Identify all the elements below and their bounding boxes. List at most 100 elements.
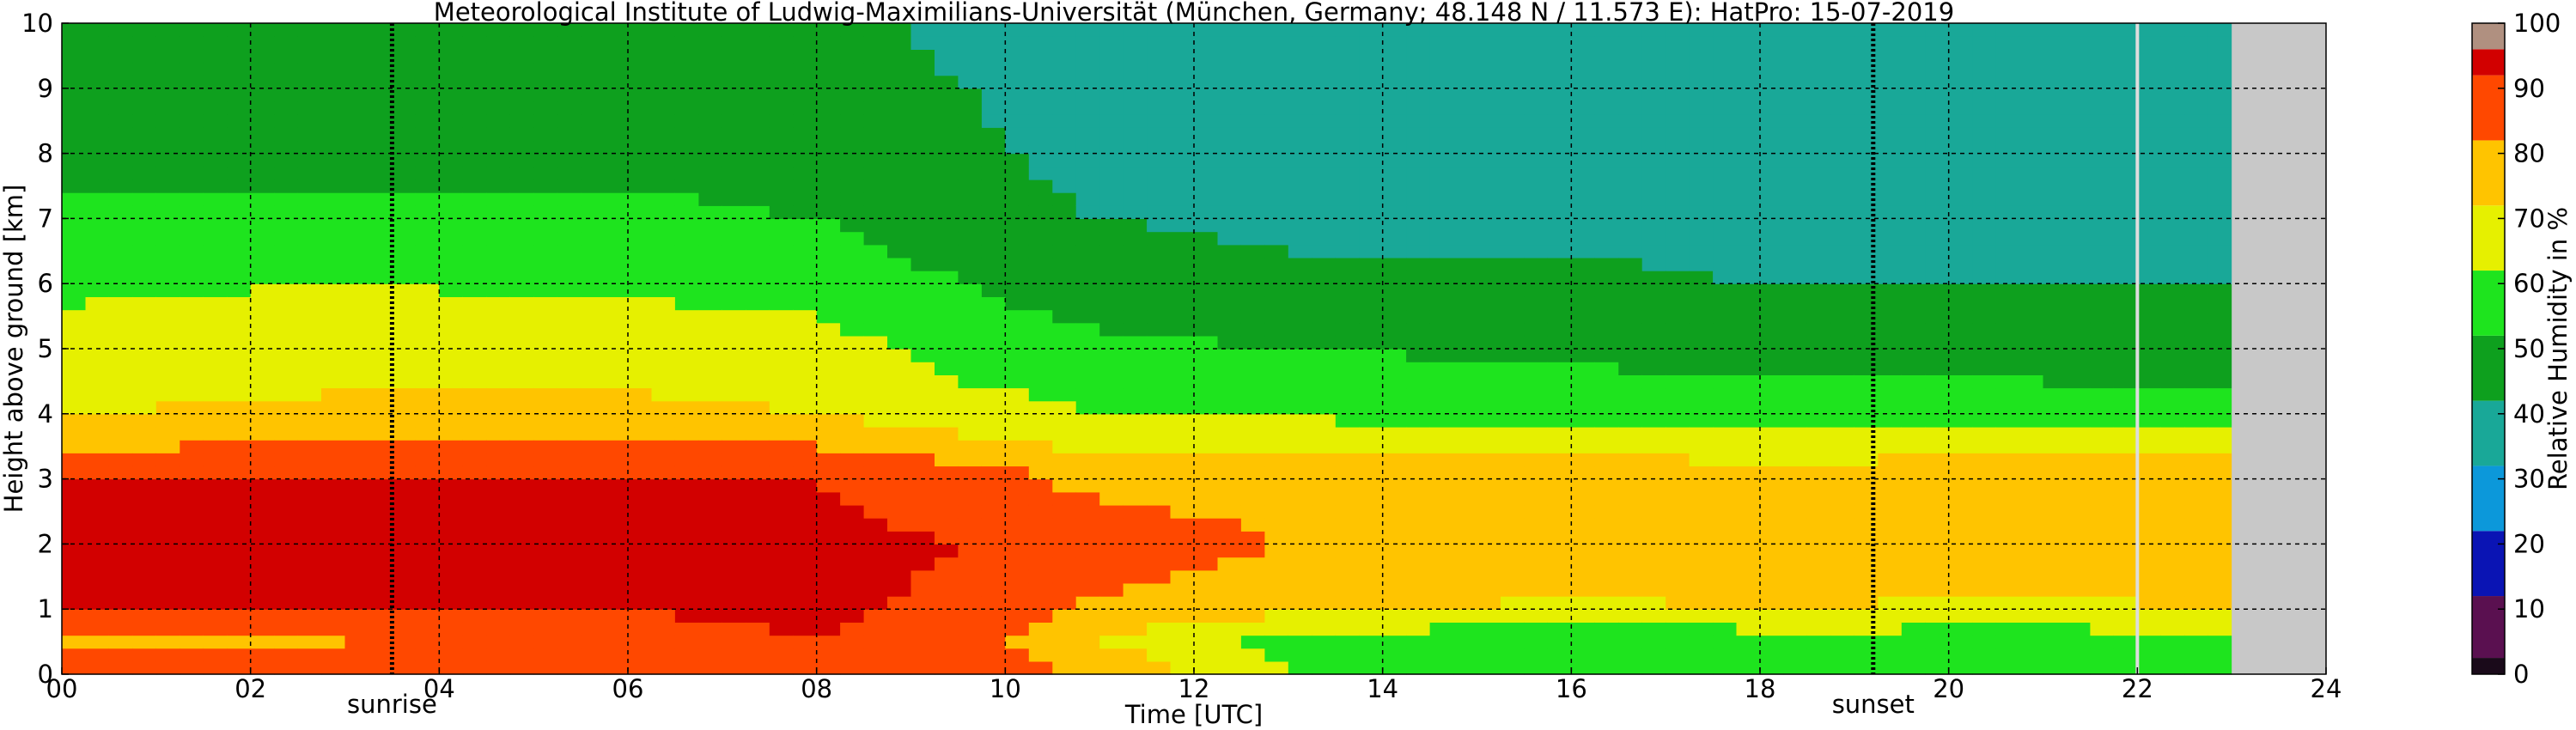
heatmap-cell [581, 582, 606, 597]
heatmap-cell [321, 609, 346, 623]
heatmap-cell [1217, 283, 1242, 297]
heatmap-cell [2067, 478, 2092, 493]
heatmap-cell [155, 271, 180, 284]
heatmap-cell [910, 491, 935, 506]
heatmap-cell [2113, 101, 2138, 115]
heatmap-cell [227, 205, 252, 219]
heatmap-cell [958, 362, 983, 375]
heatmap-cell [1571, 322, 1596, 337]
heatmap-cell [769, 101, 794, 115]
heatmap-cell [85, 440, 110, 453]
heatmap-cell [793, 271, 818, 284]
heatmap-cell [628, 62, 653, 76]
heatmap-cell [1028, 257, 1053, 271]
heatmap-cell [1571, 296, 1596, 311]
heatmap-cell [2113, 478, 2138, 493]
heatmap-cell [1878, 296, 1903, 311]
heatmap-cell [1878, 140, 1903, 155]
heatmap-cell [910, 192, 935, 206]
heatmap-cell [1666, 400, 1690, 415]
heatmap-cell [887, 271, 912, 284]
heatmap-cell [816, 88, 841, 102]
heatmap-cell [2160, 271, 2185, 284]
heatmap-cell [1972, 349, 1997, 362]
heatmap-cell [155, 400, 180, 415]
heatmap-cell [1264, 114, 1289, 128]
heatmap-cell [698, 609, 723, 623]
heatmap-cell [155, 153, 180, 167]
heatmap-cell [1689, 257, 1714, 271]
heatmap-cell [2043, 609, 2067, 623]
heatmap-cell [180, 218, 204, 233]
heatmap-cell [1194, 569, 1219, 584]
heatmap-cell [674, 36, 699, 50]
heatmap-cell [132, 296, 157, 311]
heatmap-cell [2160, 205, 2185, 219]
heatmap-cell [674, 153, 699, 167]
heatmap-cell [1594, 166, 1619, 180]
heatmap-cell [1524, 427, 1549, 441]
heatmap-cell [1901, 635, 1926, 649]
heatmap-cell [1382, 244, 1407, 259]
heatmap-cell [132, 75, 157, 89]
heatmap-cell [85, 49, 110, 64]
heatmap-cell [698, 569, 723, 584]
heatmap-cell [1240, 218, 1265, 233]
heatmap-cell [1028, 153, 1053, 167]
heatmap-cell [2090, 491, 2115, 506]
heatmap-cell [910, 296, 935, 311]
heatmap-cell [2067, 296, 2092, 311]
heatmap-cell [2043, 582, 2067, 597]
heatmap-cell [1641, 88, 1666, 102]
heatmap-cell [1264, 101, 1289, 115]
heatmap-cell [1194, 544, 1219, 558]
heatmap-cell [1123, 244, 1148, 259]
heatmap-cell [533, 309, 558, 324]
heatmap-cell [1713, 244, 1738, 259]
heatmap-cell [1736, 544, 1761, 558]
heatmap-cell [769, 635, 794, 649]
heatmap-cell [297, 166, 322, 180]
heatmap-cell [816, 49, 841, 64]
heatmap-cell [85, 609, 110, 623]
heatmap-cell [1713, 518, 1738, 532]
heatmap-cell [1689, 88, 1714, 102]
heatmap-cell [1170, 582, 1195, 597]
heatmap-cell [1005, 518, 1030, 532]
heatmap-cell [1972, 518, 1997, 532]
heatmap-cell [2208, 518, 2232, 532]
heatmap-cell [1666, 166, 1690, 180]
heatmap-cell [1453, 23, 1478, 37]
heatmap-cell [1641, 465, 1666, 480]
heatmap-cell [1948, 75, 1973, 89]
heatmap-cell [887, 244, 912, 259]
heatmap-cell [840, 427, 865, 441]
heatmap-cell [108, 218, 133, 233]
heatmap-cell [1123, 257, 1148, 271]
heatmap-cell [1641, 283, 1666, 297]
heatmap-cell [274, 557, 299, 571]
heatmap-cell [1240, 465, 1265, 480]
heatmap-cell [1288, 309, 1312, 324]
heatmap-cell [1429, 349, 1454, 362]
heatmap-cell [1264, 582, 1289, 597]
heatmap-cell [1618, 557, 1643, 571]
heatmap-cell [1240, 335, 1265, 350]
heatmap-cell [1240, 62, 1265, 76]
heatmap-cell [840, 49, 865, 64]
heatmap-cell [674, 101, 699, 115]
heatmap-cell [368, 101, 393, 115]
heatmap-cell [1854, 478, 1879, 493]
heatmap-cell [722, 140, 746, 155]
heatmap-cell [1359, 88, 1384, 102]
heatmap-cell [1240, 374, 1265, 389]
heatmap-cell [746, 349, 770, 362]
heatmap-cell [1217, 544, 1242, 558]
heatmap-cell [533, 36, 558, 50]
heatmap-cell [2113, 244, 2138, 259]
heatmap-cell [1925, 244, 1950, 259]
heatmap-cell [2067, 544, 2092, 558]
heatmap-cell [1501, 88, 1526, 102]
heatmap-cell [462, 374, 487, 389]
heatmap-cell [1477, 231, 1501, 246]
